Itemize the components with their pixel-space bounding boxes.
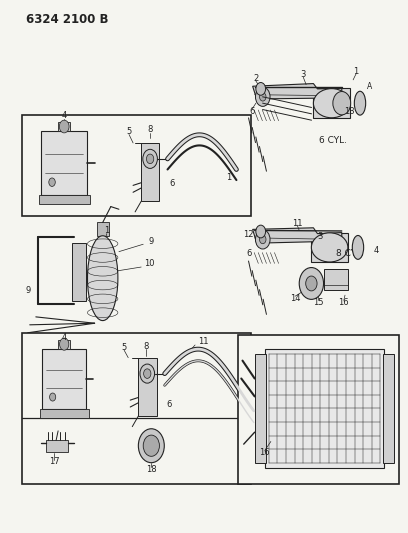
Ellipse shape: [353, 236, 364, 260]
Bar: [383, 354, 395, 463]
Circle shape: [259, 235, 266, 244]
Bar: [42, 349, 86, 409]
Polygon shape: [253, 228, 342, 243]
Bar: [255, 354, 266, 463]
Bar: [22, 333, 251, 484]
Circle shape: [256, 83, 266, 95]
Circle shape: [49, 178, 55, 187]
Bar: [311, 232, 348, 262]
Bar: [265, 349, 384, 468]
Text: 6: 6: [249, 107, 255, 116]
Polygon shape: [253, 84, 342, 99]
Circle shape: [306, 276, 317, 291]
Circle shape: [256, 225, 266, 238]
Text: 11: 11: [292, 219, 302, 228]
Text: 4: 4: [374, 246, 379, 255]
Text: 6: 6: [247, 249, 252, 258]
Text: 10: 10: [144, 260, 155, 268]
Text: A: A: [367, 82, 372, 91]
Text: 2: 2: [253, 74, 259, 83]
Text: 4: 4: [62, 333, 67, 342]
Circle shape: [354, 242, 362, 253]
Text: 16: 16: [259, 448, 270, 457]
Circle shape: [143, 435, 160, 456]
Ellipse shape: [311, 233, 348, 262]
Text: 4: 4: [62, 111, 67, 120]
Bar: [22, 115, 251, 216]
Ellipse shape: [313, 88, 350, 118]
Text: 6 CYL.: 6 CYL.: [319, 136, 347, 145]
Text: 1: 1: [104, 226, 109, 235]
Circle shape: [144, 369, 151, 378]
Bar: [39, 195, 90, 205]
Bar: [58, 340, 70, 349]
Text: 1: 1: [353, 67, 359, 76]
Text: 16: 16: [339, 298, 349, 307]
Bar: [324, 269, 348, 290]
Bar: [138, 358, 157, 416]
Circle shape: [49, 393, 56, 401]
Circle shape: [259, 93, 266, 101]
Text: 18: 18: [146, 465, 157, 473]
Text: 5: 5: [122, 343, 127, 352]
Text: 13: 13: [344, 107, 355, 116]
Text: 8 CYL.: 8 CYL.: [336, 249, 364, 259]
Text: 15: 15: [313, 298, 324, 307]
Text: 6: 6: [166, 400, 171, 409]
Circle shape: [138, 429, 164, 463]
Text: 6324 2100 B: 6324 2100 B: [26, 13, 108, 27]
Text: 9: 9: [149, 237, 154, 246]
Text: 8: 8: [143, 342, 149, 351]
Bar: [58, 122, 70, 131]
Ellipse shape: [354, 91, 366, 115]
Circle shape: [333, 92, 351, 115]
Bar: [41, 131, 87, 195]
Circle shape: [146, 154, 154, 164]
Text: 6: 6: [169, 179, 174, 188]
Bar: [97, 222, 109, 236]
Text: 3: 3: [317, 232, 322, 241]
Text: 14: 14: [290, 294, 300, 303]
Bar: [313, 88, 350, 118]
Circle shape: [356, 98, 364, 109]
Text: 8: 8: [147, 125, 153, 134]
Text: 9: 9: [25, 286, 30, 295]
Circle shape: [143, 149, 157, 168]
Circle shape: [255, 87, 270, 107]
Bar: [72, 243, 86, 301]
Circle shape: [59, 120, 69, 133]
Ellipse shape: [87, 236, 118, 320]
Circle shape: [255, 230, 270, 249]
Text: 3: 3: [301, 70, 306, 79]
Bar: [40, 409, 89, 418]
Text: 1: 1: [226, 173, 231, 182]
Bar: [46, 440, 68, 452]
Text: 17: 17: [49, 457, 60, 466]
Text: 12: 12: [243, 230, 254, 239]
Bar: [141, 143, 160, 201]
Circle shape: [299, 268, 324, 300]
Circle shape: [140, 364, 155, 383]
Text: 5: 5: [126, 127, 132, 136]
Circle shape: [60, 338, 69, 350]
Bar: [238, 335, 399, 484]
Text: 11: 11: [198, 337, 208, 346]
